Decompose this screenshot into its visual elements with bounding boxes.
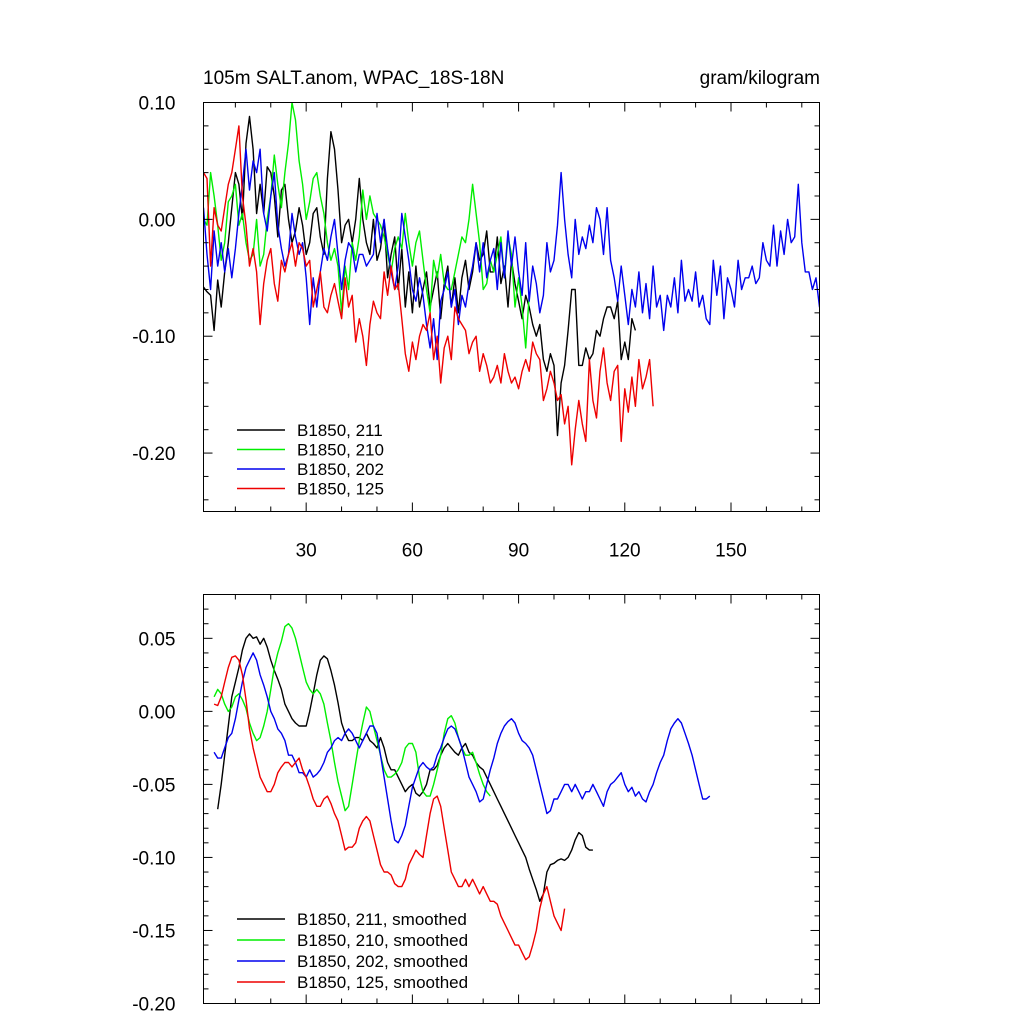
series-line-2 [203,102,530,349]
y-tick-label: -0.10 [132,848,175,869]
top-panel: 105m SALT.anom, WPAC_18S-18N gram/kilogr… [132,68,820,562]
x-tick-label: 30 [296,541,317,562]
y-tick-label: -0.05 [132,775,175,796]
legend-label: B1850, 211 [297,421,383,440]
x-tick-label: 150 [715,541,747,562]
series-group-top [203,102,820,466]
legend-label: B1850, 210, smoothed [297,931,468,950]
y-tick-label: 0.00 [139,702,176,723]
x-tick-label: 60 [402,541,423,562]
y-tick-label: 0.10 [139,94,176,115]
legend-label: B1850, 125, smoothed [297,973,468,992]
y-tick-label: -0.15 [132,921,175,942]
series-line-4 [203,125,654,466]
series-group-bottom [213,623,711,961]
chart-title: 105m SALT.anom, WPAC_18S-18N [203,68,504,89]
series-line-3 [203,148,820,361]
y-tick-label: -0.20 [132,995,175,1016]
bottom-legend: B1850, 211, smoothed B1850, 210, smoothed… [237,910,468,992]
series-line-3 [213,652,711,844]
series-line-4 [213,655,566,961]
top-axis-ticks: 30 60 90 120 150 0.10 0.00 -0.10 -0.20 [132,94,820,562]
series-line-2 [213,623,491,812]
y-tick-label: -0.20 [132,444,175,465]
bottom-plot-frame [203,594,820,1004]
y-tick-label: -0.10 [132,327,175,348]
y-tick-label: 0.05 [139,629,176,650]
series-line-1 [203,115,637,437]
x-tick-label: 120 [609,541,641,562]
bottom-axis-ticks: 0.05 0.00 -0.05 -0.10 -0.15 -0.20 [132,594,820,1016]
legend-label: B1850, 202, smoothed [297,952,468,971]
chart-units: gram/kilogram [700,68,820,89]
y-tick-label: 0.00 [139,210,176,231]
bottom-panel: 0.05 0.00 -0.05 -0.10 -0.15 -0.20 B1850, 211,… [132,594,820,1016]
top-plot-frame [203,102,820,512]
legend-label: B1850, 202 [297,460,384,479]
legend-label: B1850, 125 [297,480,384,499]
legend-label: B1850, 211, smoothed [297,910,467,929]
x-tick-label: 90 [508,541,529,562]
legend-label: B1850, 210 [297,441,384,460]
series-line-1 [217,633,593,902]
